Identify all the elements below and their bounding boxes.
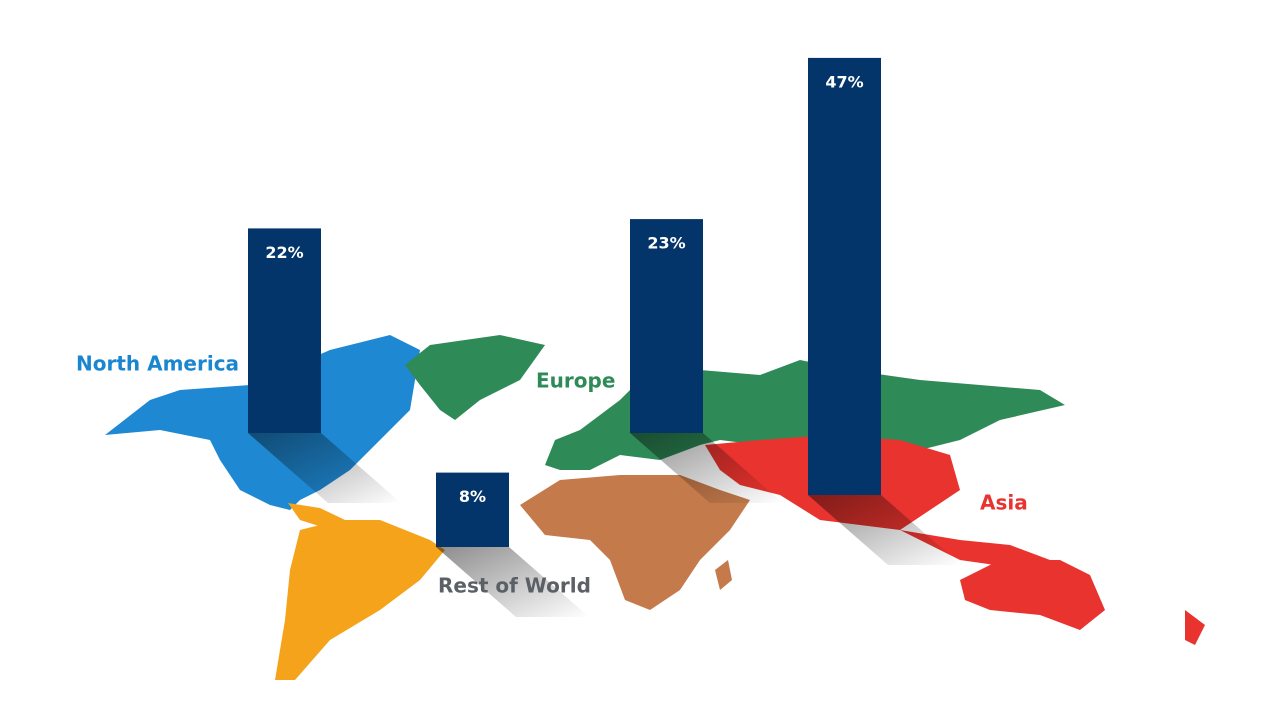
- australia: [960, 560, 1105, 630]
- value-label: 8%: [459, 487, 486, 506]
- value-label: 23%: [647, 234, 685, 253]
- region-label: Europe: [536, 369, 615, 393]
- bar: [248, 228, 321, 433]
- madagascar: [715, 560, 732, 590]
- bar-shadow: [436, 547, 589, 617]
- bar-shadow: [808, 495, 961, 565]
- region-label: Rest of World: [438, 574, 591, 598]
- greenland: [405, 335, 545, 420]
- value-label: 22%: [265, 243, 303, 262]
- africa: [520, 475, 750, 610]
- south-america: [275, 520, 445, 680]
- bar: [630, 219, 703, 433]
- bar: [808, 57, 881, 496]
- new-zealand: [1185, 610, 1205, 645]
- value-label: 47%: [825, 72, 863, 91]
- bar-shadow: [248, 433, 401, 503]
- region-label: North America: [76, 352, 239, 376]
- central-america: [288, 503, 345, 527]
- bar: [436, 472, 509, 547]
- bar-shadow: [630, 433, 783, 503]
- region-label: Asia: [980, 491, 1028, 515]
